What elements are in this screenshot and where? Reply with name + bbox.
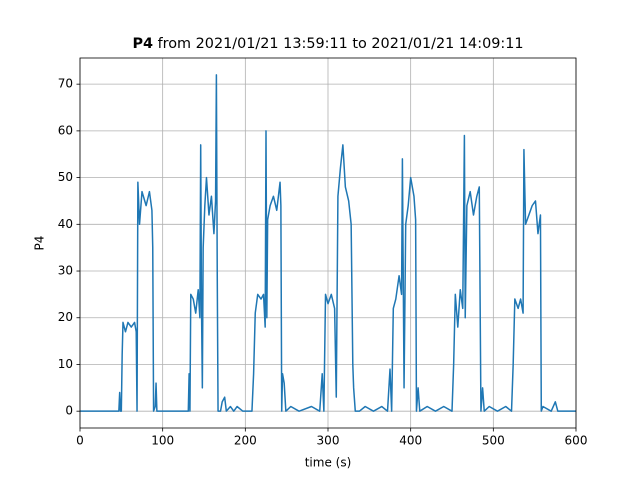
data-line <box>80 74 576 412</box>
x-tick-label: 400 <box>399 434 422 448</box>
y-tick-label: 30 <box>58 264 73 278</box>
y-tick-label: 50 <box>58 170 73 184</box>
y-tick-label: 0 <box>65 404 73 418</box>
plot-frame <box>79 57 577 429</box>
chart-title: P4 from 2021/01/21 13:59:11 to 2021/01/2… <box>132 36 523 52</box>
y-tick-label: 20 <box>58 310 73 324</box>
x-axis-label: time (s) <box>305 456 352 470</box>
y-tick-label: 40 <box>58 217 73 231</box>
y-tick-label: 60 <box>58 123 73 137</box>
x-tick-label: 200 <box>234 434 257 448</box>
x-tick-label: 0 <box>76 434 84 448</box>
y-tick-label: 10 <box>58 357 73 371</box>
x-tick-label: 600 <box>565 434 588 448</box>
title-variable: P4 <box>132 36 153 52</box>
y-tick-label: 70 <box>58 77 73 91</box>
x-tick-label: 100 <box>151 434 174 448</box>
title-range: from 2021/01/21 13:59:11 to 2021/01/21 1… <box>158 36 524 52</box>
y-axis-label: P4 <box>33 236 47 251</box>
x-tick-label: 300 <box>317 434 340 448</box>
x-tick-label: 500 <box>482 434 505 448</box>
